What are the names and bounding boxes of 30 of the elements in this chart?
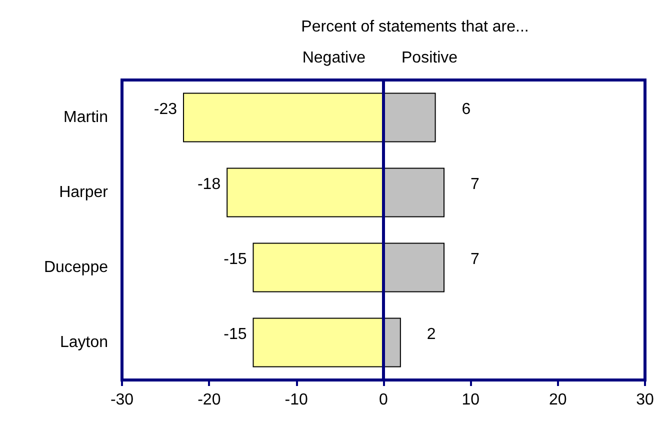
bar bbox=[384, 92, 436, 142]
x-tick-label: 20 bbox=[548, 392, 567, 408]
chart-title: Percent of statements that are... bbox=[301, 18, 529, 36]
bar bbox=[252, 318, 384, 368]
data-label: -15 bbox=[224, 251, 247, 268]
data-label: 7 bbox=[470, 176, 480, 193]
x-tick-label: -30 bbox=[110, 392, 134, 408]
bar bbox=[183, 92, 384, 142]
y-tick-label: Harper bbox=[59, 184, 109, 201]
y-tick-label: Layton bbox=[60, 334, 108, 351]
data-label: -23 bbox=[154, 101, 178, 118]
x-tick-label: 10 bbox=[462, 392, 480, 408]
x-tick-label: -20 bbox=[198, 392, 221, 408]
bar bbox=[252, 242, 384, 292]
x-tick-label: 30 bbox=[636, 392, 654, 408]
data-label: 7 bbox=[470, 251, 480, 268]
series-label: Negative bbox=[302, 50, 366, 66]
bar bbox=[226, 168, 384, 218]
y-tick-label: Martin bbox=[64, 109, 108, 126]
bar bbox=[384, 242, 445, 292]
bar bbox=[384, 318, 401, 368]
x-tick-label: 0 bbox=[379, 392, 388, 408]
data-label: -18 bbox=[197, 176, 221, 193]
bar bbox=[384, 168, 445, 218]
y-tick-label: Duceppe bbox=[44, 259, 108, 276]
data-label: -15 bbox=[224, 326, 247, 343]
series-label: Positive bbox=[402, 50, 458, 66]
x-tick-label: -10 bbox=[284, 392, 308, 408]
data-label: 6 bbox=[462, 101, 471, 118]
data-label: 2 bbox=[426, 326, 436, 343]
